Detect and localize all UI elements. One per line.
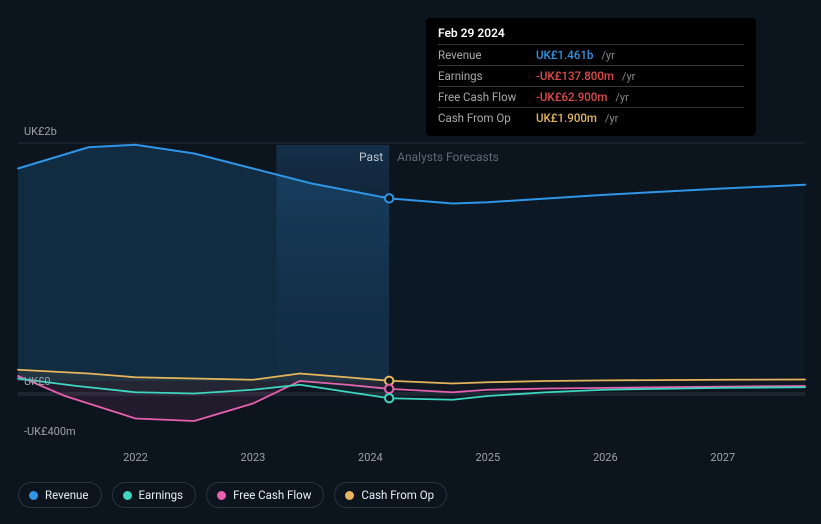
tooltip-unit: /yr xyxy=(615,91,628,104)
legend-dot-icon xyxy=(123,491,132,500)
tooltip-value: -UK£62.900m xyxy=(536,90,607,104)
svg-text:2027: 2027 xyxy=(710,451,735,464)
legend-label: Earnings xyxy=(139,488,184,502)
legend-item-earnings[interactable]: Earnings xyxy=(112,482,197,508)
tooltip-value: -UK£137.800m xyxy=(536,69,614,83)
tooltip-label: Earnings xyxy=(438,69,530,83)
tooltip-row-fcf: Free Cash Flow -UK£62.900m /yr xyxy=(438,86,744,107)
legend-dot-icon xyxy=(29,491,38,500)
legend-dot-icon xyxy=(345,491,354,500)
tooltip-value: UK£1.461b xyxy=(536,48,593,62)
svg-text:2022: 2022 xyxy=(123,451,148,464)
hover-tooltip: Feb 29 2024 Revenue UK£1.461b /yr Earnin… xyxy=(426,18,756,136)
tooltip-unit: /yr xyxy=(605,112,618,125)
y-tick-label: UK£0 xyxy=(24,375,51,388)
tooltip-label: Cash From Op xyxy=(438,111,530,125)
legend-item-fcf[interactable]: Free Cash Flow xyxy=(206,482,324,508)
legend: Revenue Earnings Free Cash Flow Cash Fro… xyxy=(18,482,447,508)
section-forecast-label: Analysts Forecasts xyxy=(397,150,499,164)
y-tick-label: UK£2b xyxy=(24,125,57,138)
legend-item-revenue[interactable]: Revenue xyxy=(18,482,102,508)
section-past-label: Past xyxy=(359,150,383,164)
tooltip-unit: /yr xyxy=(601,49,614,62)
tooltip-date: Feb 29 2024 xyxy=(438,26,744,44)
legend-item-cashop[interactable]: Cash From Op xyxy=(334,482,447,508)
tooltip-label: Free Cash Flow xyxy=(438,90,530,104)
svg-text:2024: 2024 xyxy=(358,451,383,464)
legend-label: Cash From Op xyxy=(361,488,434,502)
tooltip-unit: /yr xyxy=(622,70,635,83)
financials-chart: 2022 2023 2024 2025 2026 2027 UK£2b UK£0 -UK£… xyxy=(0,0,821,524)
y-tick-label: -UK£400m xyxy=(24,425,76,438)
tooltip-row-cashop: Cash From Op UK£1.900m /yr xyxy=(438,107,744,128)
legend-label: Revenue xyxy=(45,488,89,502)
svg-text:2023: 2023 xyxy=(241,451,266,464)
svg-text:2025: 2025 xyxy=(475,451,500,464)
legend-label: Free Cash Flow xyxy=(233,488,311,502)
legend-dot-icon xyxy=(217,491,226,500)
tooltip-label: Revenue xyxy=(438,48,530,62)
tooltip-row-earnings: Earnings -UK£137.800m /yr xyxy=(438,65,744,86)
tooltip-row-revenue: Revenue UK£1.461b /yr xyxy=(438,44,744,65)
svg-text:2026: 2026 xyxy=(593,451,618,464)
tooltip-value: UK£1.900m xyxy=(536,111,597,125)
